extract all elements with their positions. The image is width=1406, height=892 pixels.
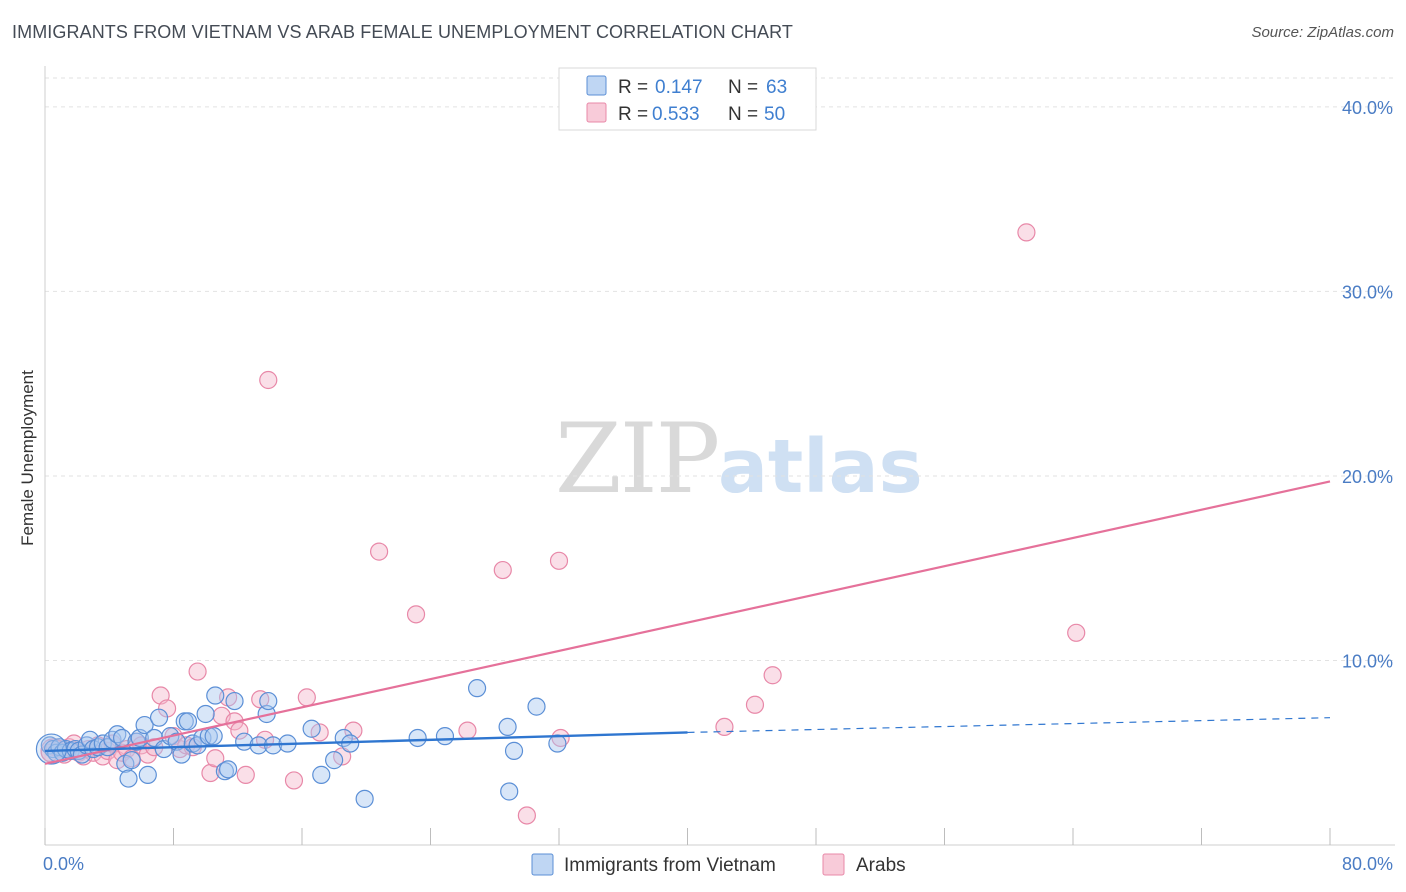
trend-line-vietnam-extension (687, 717, 1331, 734)
data-point-vietnam (435, 727, 455, 746)
data-point-vietnam (219, 760, 238, 779)
data-point-vietnam (302, 719, 321, 738)
legend-swatch-vietnam (586, 75, 607, 96)
data-point-vietnam (196, 704, 215, 724)
source-label: Source: ZipAtlas.com (1251, 24, 1394, 41)
y-tick-label: 20.0% (1342, 467, 1393, 487)
data-point-arabs (715, 717, 734, 737)
trend-line-vietnam (44, 731, 688, 753)
data-point-arabs (763, 666, 782, 685)
data-point-vietnam (122, 751, 141, 770)
data-point-vietnam (527, 697, 546, 716)
data-point-arabs (259, 370, 278, 390)
legend-swatch-arabs (586, 102, 607, 123)
legend-swatch-arabs (822, 853, 845, 876)
data-point-vietnam (178, 712, 198, 731)
chart-title: IMMIGRANTS FROM VIETNAM VS ARAB FEMALE U… (12, 22, 793, 42)
x-tick-label: 0.0% (43, 854, 84, 874)
data-point-arabs (370, 542, 389, 561)
data-point-vietnam (135, 715, 154, 735)
legend-r-label: R = (618, 104, 648, 125)
vietnam-points (35, 679, 567, 808)
data-point-vietnam (325, 751, 344, 770)
data-point-arabs (188, 662, 207, 681)
legend-label-arabs: Arabs (856, 855, 906, 876)
data-point-arabs (206, 749, 225, 768)
data-point-vietnam (149, 708, 169, 727)
data-point-arabs (236, 765, 255, 784)
axes (44, 66, 1395, 846)
watermark-zip: ZIP (555, 403, 718, 515)
data-point-vietnam-cluster (35, 733, 68, 765)
trend-line-arabs (44, 480, 1331, 765)
data-point-vietnam (225, 691, 244, 711)
x-tick-label: 80.0% (1342, 854, 1393, 874)
tick-labels: 10.0% 20.0% 30.0% 40.0% 0.0% 80.0% (43, 98, 1393, 874)
legend-n-label: N = (728, 77, 758, 98)
data-point-vietnam (467, 679, 487, 698)
data-point-vietnam (215, 762, 234, 781)
data-point-arabs (297, 688, 316, 707)
data-point-vietnam (341, 734, 360, 753)
legend-n-value: 63 (766, 77, 787, 98)
watermark-atlas: atlas (718, 424, 923, 510)
data-point-arabs (517, 806, 536, 825)
data-point-arabs (1067, 623, 1086, 642)
grid-lines (45, 77, 1395, 661)
y-tick-label: 40.0% (1342, 98, 1393, 118)
legend-n-value: 50 (764, 104, 785, 125)
data-point-vietnam (408, 728, 427, 748)
data-point-arabs (549, 551, 569, 570)
data-point-arabs (138, 745, 157, 764)
legend-n-label: N = (728, 104, 758, 125)
data-point-arabs (551, 728, 570, 748)
data-point-vietnam (206, 686, 225, 705)
data-point-vietnam (312, 765, 331, 784)
legend-r-label: R = (618, 77, 648, 98)
legend-r-value: 0.147 (655, 77, 703, 98)
data-point-vietnam (259, 691, 278, 711)
data-point-vietnam (204, 727, 223, 746)
data-point-vietnam (504, 741, 524, 760)
data-point-vietnam (355, 789, 374, 808)
y-tick-label: 10.0% (1342, 651, 1393, 671)
data-point-arabs (284, 771, 304, 790)
y-axis-label: Female Unemployment (18, 370, 37, 546)
data-point-arabs (1017, 223, 1036, 242)
legend-swatch-vietnam (531, 853, 554, 876)
legend-label-vietnam: Immigrants from Vietnam (564, 855, 776, 876)
data-point-arabs (458, 721, 477, 740)
data-point-vietnam (138, 765, 157, 784)
data-point-arabs (745, 695, 765, 714)
legend-bottom: Immigrants from Vietnam Arabs (531, 853, 906, 876)
data-point-vietnam (500, 782, 519, 801)
data-point-arabs (201, 763, 220, 783)
legend-r-value: 0.533 (652, 104, 700, 125)
legend-top: R = 0.147 N = 63 R = 0.533 N = 50 (558, 67, 817, 131)
trend-lines (44, 480, 1331, 765)
data-point-arabs (406, 605, 426, 624)
data-point-vietnam (119, 769, 138, 788)
data-point-vietnam (548, 734, 567, 753)
data-point-vietnam (498, 717, 517, 737)
y-tick-label: 30.0% (1342, 282, 1393, 302)
data-point-arabs (493, 560, 512, 580)
